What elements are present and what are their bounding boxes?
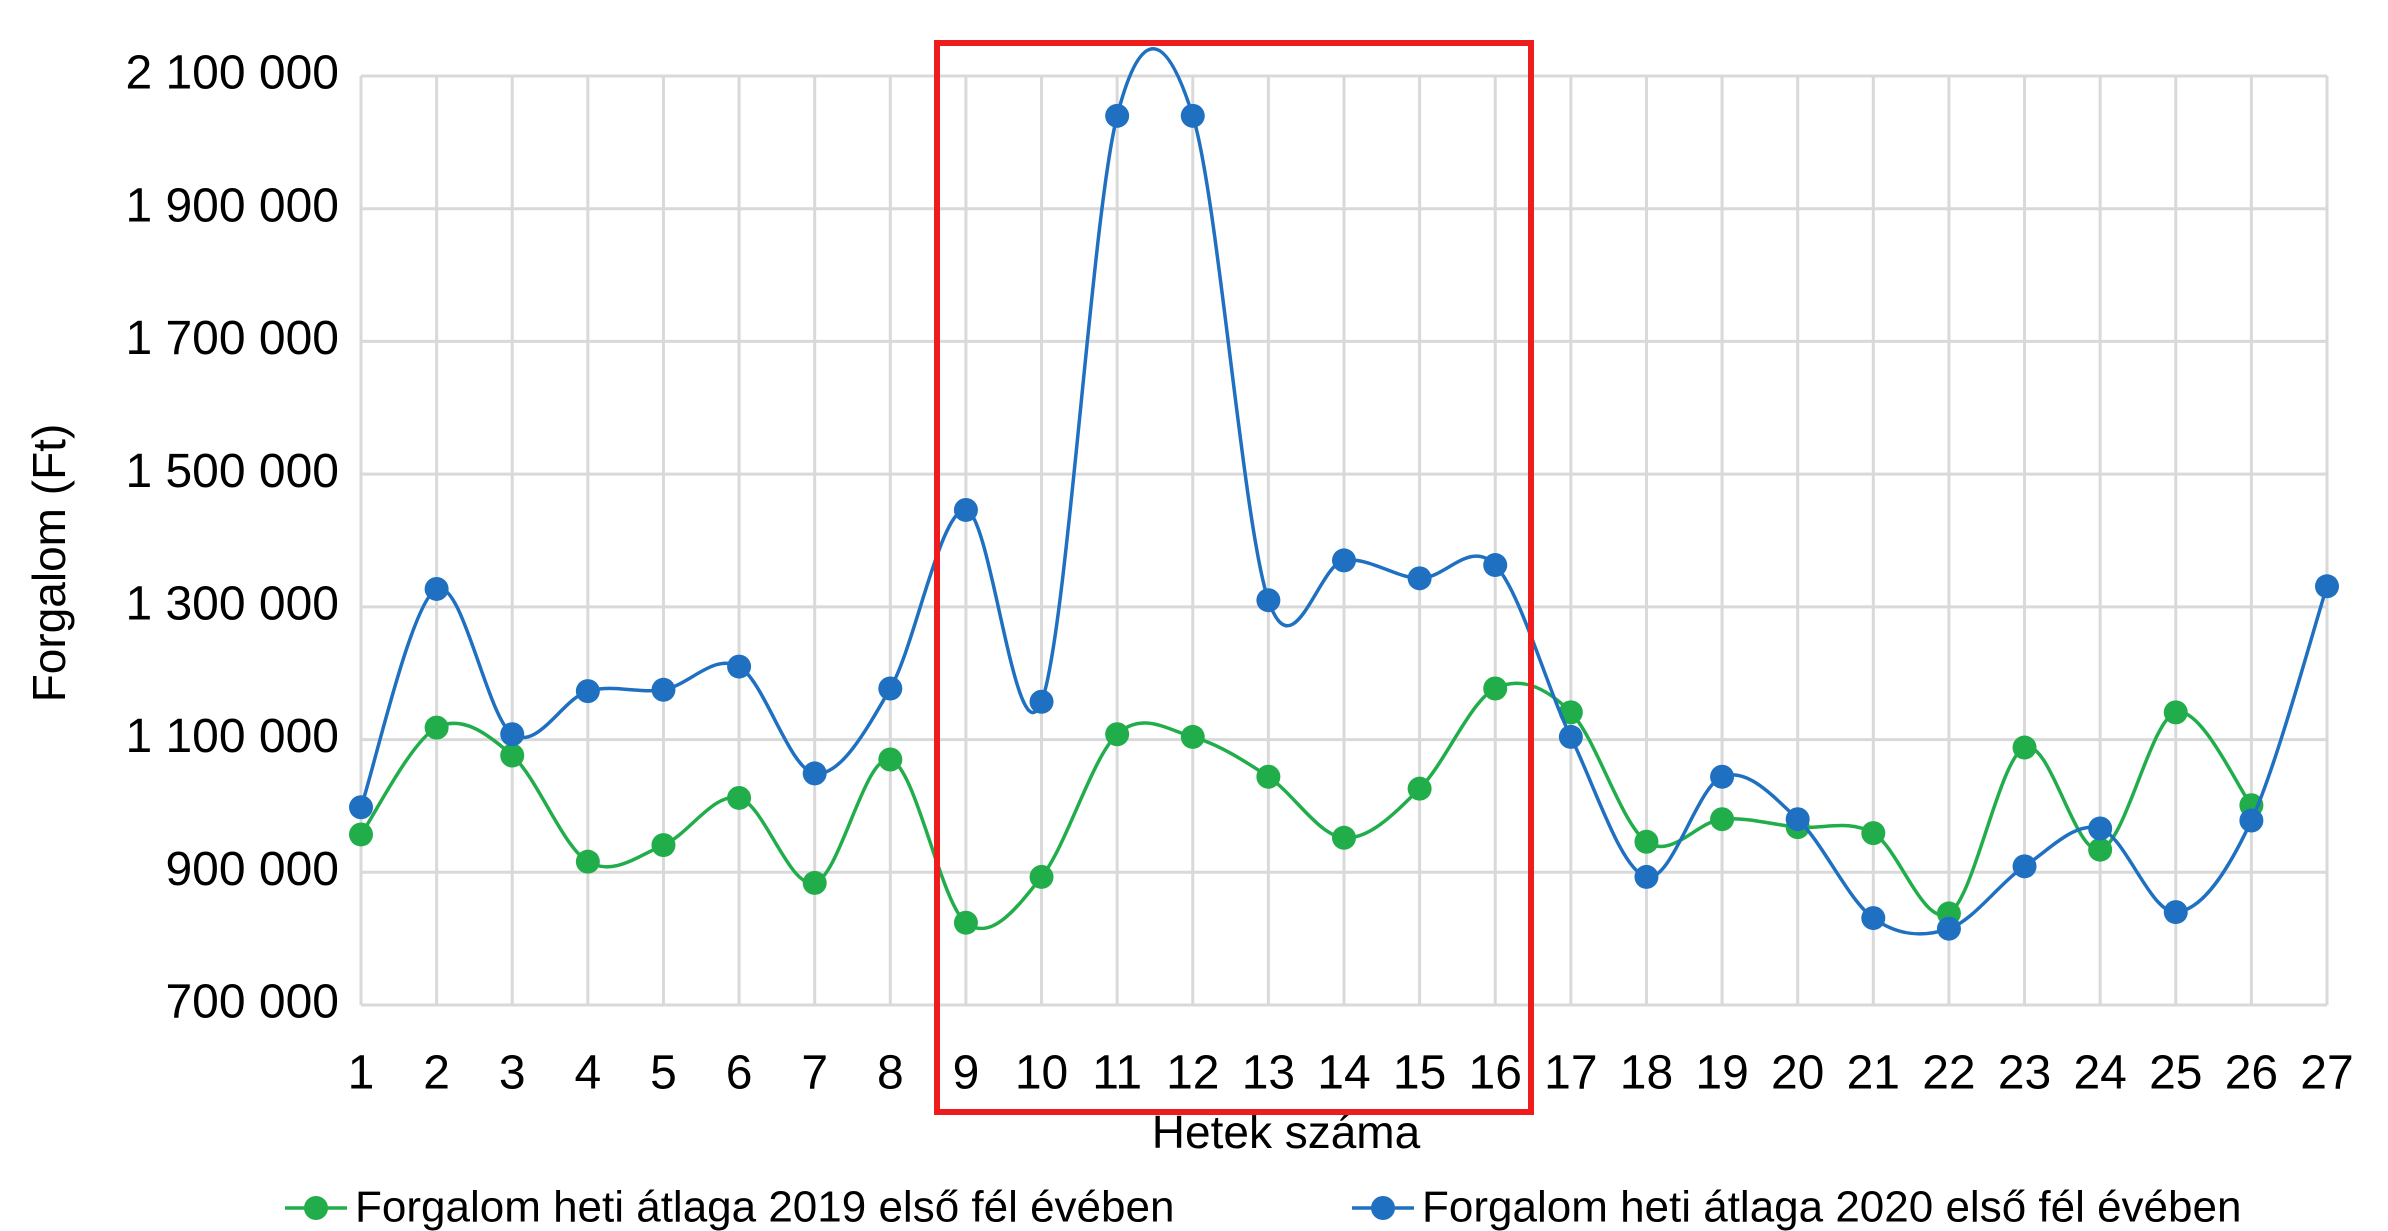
x-tick-label: 9	[953, 1047, 980, 1100]
x-tick-label: 24	[2073, 1047, 2126, 1100]
marker	[2315, 574, 2339, 599]
legend-label: Forgalom heti átlaga 2019 első fél évébe…	[355, 1183, 1174, 1231]
x-tick-label: 13	[1242, 1047, 1295, 1100]
marker	[1180, 724, 1205, 749]
marker	[1936, 916, 1961, 941]
x-tick-label: 17	[1544, 1047, 1597, 1100]
y-tick-label: 1 500 000	[125, 445, 339, 498]
grid	[359, 74, 2329, 1007]
marker	[2239, 808, 2264, 833]
marker	[500, 743, 525, 768]
marker	[727, 654, 752, 679]
marker	[575, 849, 600, 874]
x-tick-label: 14	[1317, 1047, 1370, 1100]
marker	[1029, 864, 1054, 889]
marker	[1558, 724, 1583, 749]
marker	[1710, 764, 1735, 789]
series-line	[359, 681, 2253, 931]
marker	[2163, 900, 2188, 925]
y-axis-title: Forgalom (Ft)	[23, 424, 75, 703]
x-tick-label: 27	[2300, 1047, 2353, 1100]
highlight-box	[934, 40, 1534, 1115]
x-tick-label: 19	[1695, 1047, 1748, 1100]
x-tick-label: 11	[1092, 1047, 1142, 1100]
marker	[349, 795, 373, 820]
marker	[2012, 854, 2037, 879]
marker	[1634, 864, 1659, 889]
marker	[1332, 548, 1356, 573]
x-tick-label: 21	[1847, 1047, 1900, 1100]
marker	[1861, 821, 1886, 846]
marker	[2088, 837, 2113, 862]
x-tick-label: 18	[1620, 1047, 1673, 1100]
marker	[878, 747, 903, 772]
x-tick-label: 12	[1166, 1047, 1219, 1100]
x-tick-label: 22	[1922, 1047, 1975, 1100]
y-tick-label: 1 100 000	[125, 710, 339, 763]
x-tick-label: 1	[348, 1047, 375, 1100]
marker	[953, 497, 978, 522]
marker	[1634, 829, 1659, 854]
series-line	[359, 47, 2329, 936]
marker	[1483, 553, 1508, 578]
x-tick-label: 5	[650, 1047, 677, 1100]
marker	[424, 715, 449, 740]
marker	[1256, 764, 1281, 789]
x-tick-label: 23	[1998, 1047, 2051, 1100]
x-tick-label: 4	[574, 1047, 601, 1100]
marker	[2163, 700, 2188, 725]
marker	[2088, 816, 2113, 841]
marker	[802, 870, 827, 895]
marker	[1105, 103, 1130, 128]
marker	[953, 910, 978, 935]
x-tick-label: 2	[423, 1047, 450, 1100]
legend-marker	[1371, 1196, 1395, 1220]
y-tick-label: 1 300 000	[125, 578, 339, 631]
x-tick-label: 3	[499, 1047, 526, 1100]
marker	[424, 576, 449, 601]
plot	[349, 47, 2339, 941]
y-tick-label: 700 000	[165, 976, 339, 1029]
legend-label: Forgalom heti átlaga 2020 első fél évébe…	[1422, 1183, 2241, 1231]
x-tick-label: 26	[2225, 1047, 2278, 1100]
marker	[1861, 906, 1886, 931]
x-tick-label: 25	[2149, 1047, 2202, 1100]
marker	[1256, 588, 1281, 613]
legend-marker	[304, 1196, 328, 1220]
x-tick-label: 20	[1771, 1047, 1824, 1100]
y-tick-label: 1 900 000	[125, 179, 339, 232]
marker	[1407, 566, 1432, 591]
marker	[1407, 776, 1432, 801]
marker	[1558, 700, 1583, 725]
y-tick-label: 900 000	[165, 843, 339, 896]
x-tick-label: 7	[801, 1047, 828, 1100]
marker	[575, 679, 600, 704]
marker	[1180, 103, 1205, 128]
marker	[878, 676, 903, 701]
x-tick-label: 15	[1393, 1047, 1446, 1100]
marker	[802, 761, 827, 786]
marker	[1332, 825, 1356, 850]
marker	[727, 785, 752, 810]
x-tick-label: 10	[1015, 1047, 1068, 1100]
marker	[1029, 689, 1054, 714]
x-tick-label: 16	[1469, 1047, 1522, 1100]
marker	[1710, 807, 1735, 832]
y-tick-label: 1 700 000	[125, 312, 339, 365]
marker	[1785, 807, 1810, 832]
x-tick-label: 8	[877, 1047, 904, 1100]
marker	[651, 833, 676, 858]
marker	[500, 722, 525, 747]
y-tick-label: 2 100 000	[125, 47, 339, 100]
marker	[1105, 722, 1130, 747]
x-tick-label: 6	[726, 1047, 753, 1100]
marker	[651, 677, 676, 702]
marker	[2012, 735, 2037, 760]
marker	[349, 822, 373, 847]
marker	[1483, 676, 1508, 701]
